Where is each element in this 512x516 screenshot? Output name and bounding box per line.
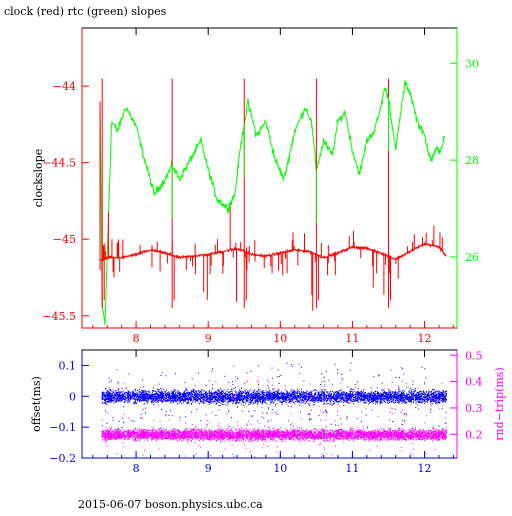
bottom-yr-tick-label: 0.4 xyxy=(465,376,483,389)
bottom-plot-frame xyxy=(81,349,458,459)
bottom-yl-tick-label: 0 xyxy=(69,390,76,403)
offset-scatter xyxy=(101,387,448,406)
top-yl-tick-label: −44.5 xyxy=(42,157,76,170)
top-x-tick-label: 8 xyxy=(133,332,140,345)
rtc-series-line xyxy=(99,79,446,326)
bottom-x-tick-label: 8 xyxy=(133,462,140,475)
bottom-yl-tick-label: −0.2 xyxy=(49,452,76,465)
bottom-yr-tick-label: 0.3 xyxy=(465,402,483,415)
bottom-yr-tick-label: 0.5 xyxy=(465,349,483,362)
bottom-yl-tick-label: −0.1 xyxy=(49,421,76,434)
bottom-panel: 8 9 10 11 12 0.1 0 −0.1 −0.2 0.5 0.4 0.3 0.2 offset(m… xyxy=(30,349,506,475)
page-title: clock (red) rtc (green) slopes xyxy=(4,5,167,18)
bottom-x-tick-label: 10 xyxy=(273,462,287,475)
bottom-x-tick-label: 11 xyxy=(345,462,359,475)
bottom-ylabel-left: offset(ms) xyxy=(30,376,43,432)
top-x-tick-label: 11 xyxy=(345,332,359,345)
top-yr-tick-label: 28 xyxy=(465,154,479,167)
top-x-tick-label: 9 xyxy=(205,332,212,345)
top-yl-tick-label: −44 xyxy=(53,80,76,93)
top-x-tick-label: 12 xyxy=(418,332,432,345)
bottom-yr-tick-label: 0.2 xyxy=(465,428,483,441)
bottom-ylabel-right: rnd−trip(ms) xyxy=(493,367,506,441)
roundtrip-outliers xyxy=(101,379,447,459)
top-yr-tick-label: 30 xyxy=(465,57,479,70)
top-x-tick-label: 10 xyxy=(273,332,287,345)
top-yr-tick-label: 26 xyxy=(465,251,479,264)
top-panel: 8 9 10 11 12 −44 −44.5 −45 −45.5 30 28 26 clockslope xyxy=(32,27,479,345)
top-yl-tick-label: −45.5 xyxy=(42,310,76,323)
top-yl-tick-label: −45 xyxy=(53,233,76,246)
top-ylabel-left: clockslope xyxy=(32,149,45,207)
bottom-yl-tick-label: 0.1 xyxy=(59,359,77,372)
bottom-x-tick-label: 12 xyxy=(418,462,432,475)
roundtrip-scatter xyxy=(101,426,448,443)
footer-text: 2015-06-07 boson.physics.ubc.ca xyxy=(78,498,263,511)
top-plot-frame xyxy=(81,27,458,329)
bottom-x-tick-label: 9 xyxy=(205,462,212,475)
